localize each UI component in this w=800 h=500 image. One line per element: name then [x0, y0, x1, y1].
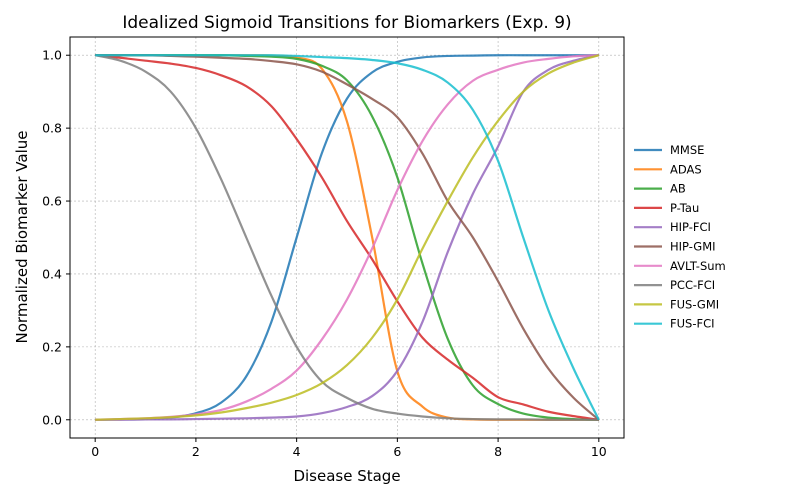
- chart-title: Idealized Sigmoid Transitions for Biomar…: [122, 13, 571, 33]
- series-line-p-tau: [95, 54, 599, 421]
- legend-label-fus-fci: FUS-FCI: [670, 317, 715, 331]
- y-tick-label: 0.4: [42, 266, 62, 281]
- legend-label-pcc-fci: PCC-FCI: [670, 278, 715, 292]
- legend-label-avlt-sum: AVLT-Sum: [670, 259, 726, 273]
- series-line-fus-gmi: [95, 54, 600, 421]
- series-layer: [94, 54, 600, 421]
- series-line-pcc-fci: [94, 54, 599, 421]
- y-tick-label: 0.8: [42, 121, 62, 136]
- y-tick-label: 0.2: [42, 339, 62, 354]
- plot-frame: [69, 36, 625, 439]
- legend-label-ab: AB: [670, 182, 686, 196]
- y-tick-label: 0.6: [42, 194, 62, 209]
- series-line-hip-fci: [95, 54, 600, 421]
- x-tick-label: 8: [494, 444, 502, 459]
- y-tick-label: 1.0: [42, 48, 62, 63]
- legend-label-hip-gmi: HIP-GMI: [670, 240, 716, 254]
- tick-layer: 0 2 4 6 8 10 0.0 0.2 0.4 0.6 0.8 1.0: [42, 48, 607, 459]
- y-axis-title: Normalized Biomarker Value: [13, 131, 31, 344]
- x-tick-label: 10: [591, 444, 607, 459]
- legend-label-hip-fci: HIP-FCI: [670, 220, 711, 234]
- x-tick-label: 4: [293, 444, 301, 459]
- legend-label-fus-gmi: FUS-GMI: [670, 297, 719, 311]
- y-tick-label: 0.0: [42, 412, 62, 427]
- x-tick-label: 0: [91, 444, 99, 459]
- x-tick-label: 6: [393, 444, 401, 459]
- legend-label-p-tau: P-Tau: [670, 201, 699, 215]
- x-axis-title: Disease Stage: [293, 467, 400, 485]
- series-line-fus-fci: [95, 54, 600, 421]
- legend-label-adas: ADAS: [670, 162, 702, 176]
- legend: MMSE ADAS AB P-Tau HIP-FCI HIP-GMI AVLT-Sum PCC…: [634, 143, 726, 331]
- legend-label-mmse: MMSE: [670, 143, 704, 157]
- x-tick-label: 2: [192, 444, 200, 459]
